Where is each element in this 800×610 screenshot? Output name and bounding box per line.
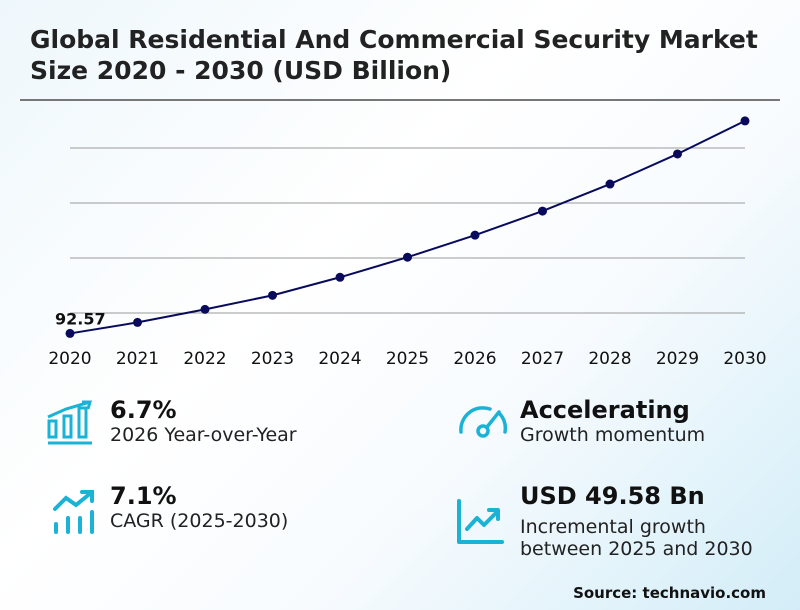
- stat-label: Growth momentum: [520, 424, 706, 446]
- x-tick-label: 2027: [521, 349, 564, 369]
- data-point: [200, 304, 210, 314]
- source-credit: Source: technavio.com: [573, 584, 766, 602]
- stat-label: CAGR (2025-2030): [110, 510, 289, 532]
- data-point: [605, 179, 615, 189]
- x-tick-label: 2021: [116, 349, 159, 369]
- line-chart: 2020 2021 2022 2023 2024 2025 2026 2027 2028 2029…: [48, 116, 767, 369]
- x-tick-label: 2029: [656, 349, 699, 369]
- speedometer-icon: [459, 406, 508, 438]
- x-tick-label: 2022: [183, 349, 226, 369]
- stat-label: 2026 Year-over-Year: [110, 424, 297, 446]
- stat-label: Incremental growth between 2025 and 2030: [520, 516, 753, 560]
- x-tick-label: 2024: [318, 349, 361, 369]
- data-point: [403, 252, 412, 262]
- title-divider: [20, 99, 780, 101]
- data-point: [538, 206, 547, 216]
- data-point: [335, 272, 345, 282]
- data-point: [470, 230, 480, 240]
- data-point: [740, 116, 750, 126]
- x-tick-label: 2028: [588, 349, 631, 369]
- bar-chart-growth-icon: [47, 400, 92, 445]
- data-point: [268, 290, 277, 300]
- chart-title: Global Residential And Commercial Securi…: [30, 25, 758, 85]
- x-tick-label: 2025: [386, 349, 429, 369]
- trend-up-bars-icon: [53, 490, 94, 534]
- stat-value: Accelerating: [520, 396, 690, 424]
- x-tick-label: 2030: [723, 349, 766, 369]
- x-tick-label: 2026: [453, 349, 496, 369]
- data-point: [65, 328, 75, 338]
- stat-value: 6.7%: [110, 396, 177, 424]
- series-line: [69, 119, 746, 335]
- x-tick-label: 2023: [251, 349, 294, 369]
- stat-yoy: 6.7% 2026 Year-over-Year: [110, 396, 297, 446]
- data-label: 92.57: [55, 309, 106, 328]
- stat-cagr: 7.1% CAGR (2025-2030): [110, 482, 288, 532]
- data-point: [673, 149, 682, 159]
- stat-momentum: Accelerating Growth momentum: [520, 396, 705, 446]
- line-chart-up-icon: [457, 499, 504, 544]
- stat-value: USD 49.58 Bn: [520, 482, 705, 510]
- stat-value: 7.1%: [110, 482, 177, 510]
- data-point: [133, 317, 142, 327]
- stat-incremental: USD 49.58 Bn Incremental growth between …: [520, 482, 790, 560]
- x-tick-label: 2020: [48, 349, 91, 369]
